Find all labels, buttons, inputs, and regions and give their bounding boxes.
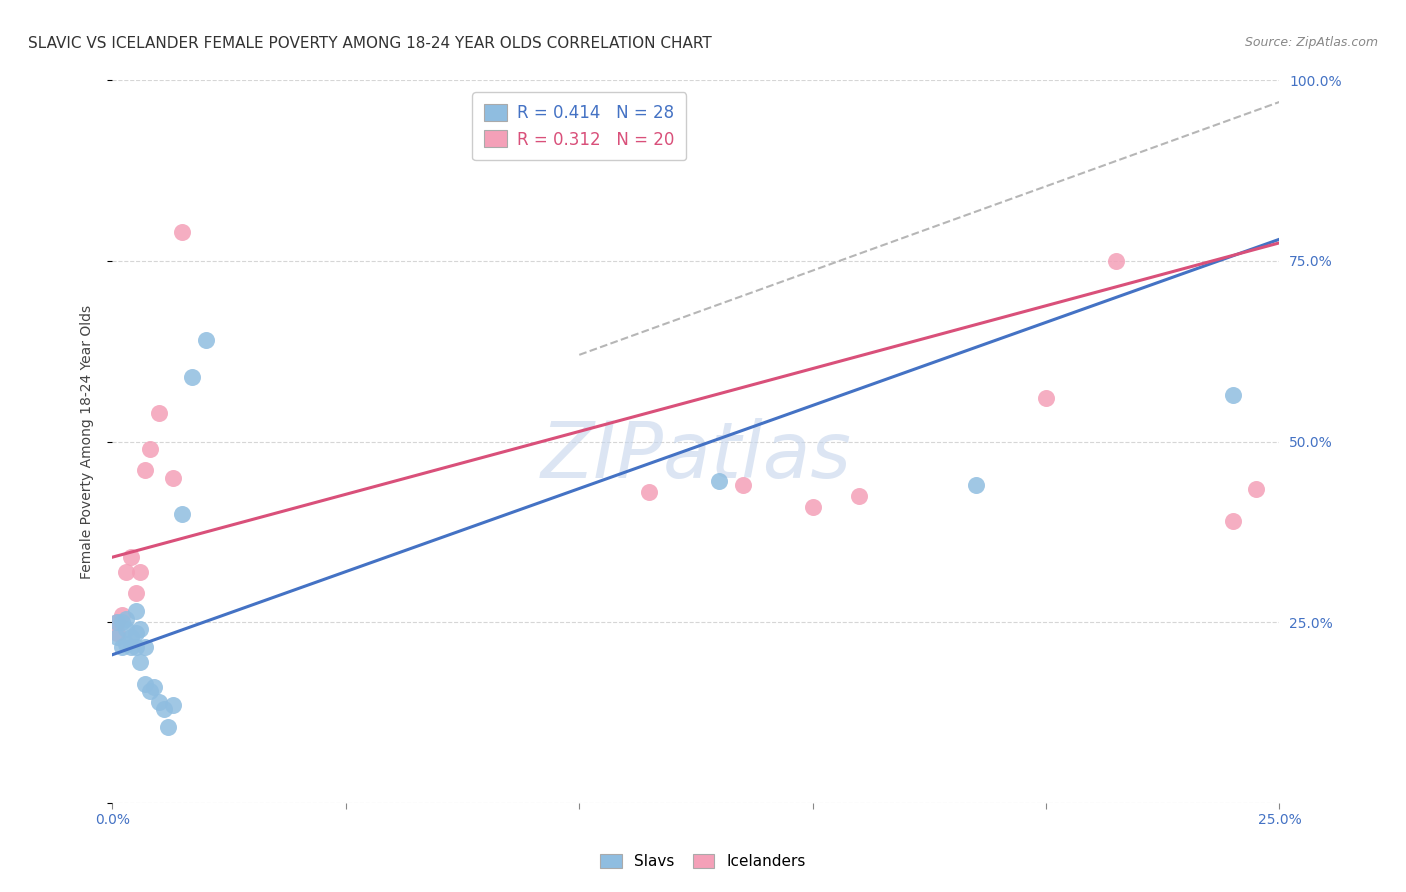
Y-axis label: Female Poverty Among 18-24 Year Olds: Female Poverty Among 18-24 Year Olds [80, 304, 94, 579]
Point [129, 623, 152, 637]
Point [115, 611, 138, 625]
Point [180, 369, 202, 384]
Point [129, 565, 152, 579]
Point [105, 615, 128, 630]
Point [162, 698, 184, 713]
Point [162, 470, 184, 484]
Point [1035, 391, 1057, 405]
Legend: Slavs, Icelanders: Slavs, Icelanders [595, 847, 811, 875]
Point [731, 478, 754, 492]
Point [148, 695, 170, 709]
Point [801, 500, 824, 514]
Point [134, 676, 156, 690]
Legend: R = 0.414   N = 28, R = 0.312   N = 20: R = 0.414 N = 28, R = 0.312 N = 20 [472, 92, 686, 161]
Point [139, 683, 162, 698]
Point [115, 637, 138, 651]
Point [125, 640, 148, 655]
Point [638, 485, 661, 500]
Point [157, 720, 180, 734]
Point [111, 607, 134, 622]
Point [172, 225, 194, 239]
Point [153, 702, 176, 716]
Text: Source: ZipAtlas.com: Source: ZipAtlas.com [1244, 36, 1378, 49]
Point [120, 630, 142, 644]
Point [134, 640, 156, 655]
Point [115, 565, 138, 579]
Point [1105, 253, 1128, 268]
Point [120, 640, 142, 655]
Point [1244, 482, 1267, 496]
Point [115, 623, 138, 637]
Point [125, 626, 148, 640]
Point [172, 507, 194, 521]
Text: ZIPatlas: ZIPatlas [540, 418, 852, 494]
Point [111, 640, 134, 655]
Point [105, 626, 128, 640]
Point [965, 478, 987, 492]
Point [105, 615, 128, 630]
Point [709, 475, 731, 489]
Point [125, 586, 148, 600]
Point [194, 334, 217, 348]
Point [1222, 387, 1244, 401]
Point [143, 680, 166, 694]
Text: SLAVIC VS ICELANDER FEMALE POVERTY AMONG 18-24 YEAR OLDS CORRELATION CHART: SLAVIC VS ICELANDER FEMALE POVERTY AMONG… [28, 36, 711, 51]
Point [120, 550, 142, 565]
Point [148, 406, 170, 420]
Point [848, 489, 870, 503]
Point [139, 442, 162, 456]
Point [125, 604, 148, 618]
Point [134, 463, 156, 477]
Point [105, 630, 128, 644]
Point [129, 655, 152, 669]
Point [1222, 514, 1244, 528]
Point [111, 615, 134, 630]
